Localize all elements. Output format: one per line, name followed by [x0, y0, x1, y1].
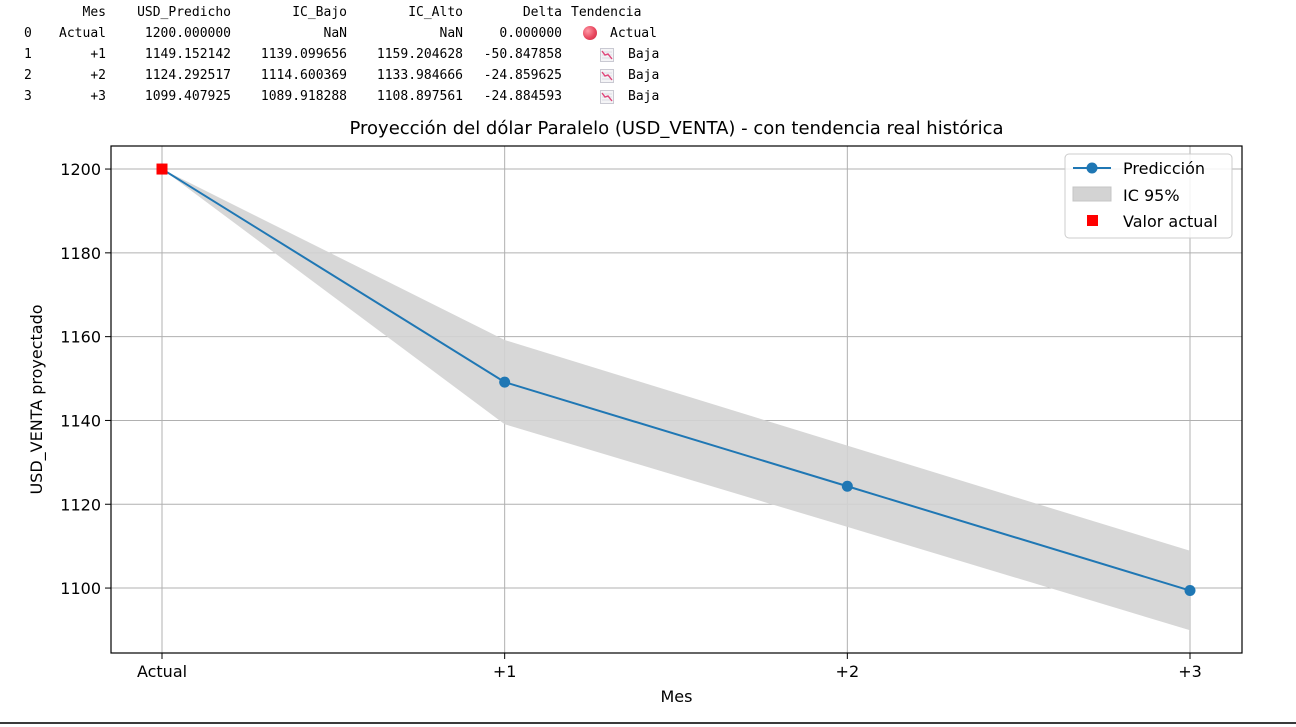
table-row: 0 Actual 1200.000000 NaN NaN 0.000000 Actual — [0, 23, 1296, 44]
row-index: 1 — [24, 47, 32, 62]
cell-ic-bajo: 1114.600369 — [260, 68, 347, 83]
cell-usd-predicho: 1149.152142 — [144, 47, 231, 62]
legend-square-icon — [1087, 215, 1098, 226]
x-tick-label: +3 — [1178, 662, 1202, 681]
axes-frame — [110, 145, 1243, 654]
cell-ic-alto: 1133.984666 — [376, 68, 463, 83]
legend — [1064, 153, 1233, 239]
cell-delta: -24.859625 — [483, 68, 562, 83]
y-tick-label: 1140 — [60, 411, 101, 430]
cell-ic-alto: 1108.897561 — [376, 89, 463, 104]
chart-decreasing-icon — [600, 90, 614, 104]
cell-ic-bajo: 1139.099656 — [260, 47, 347, 62]
column-header: Mes — [82, 5, 106, 20]
y-tick-label: 1120 — [60, 495, 101, 514]
cell-mes: +3 — [90, 89, 106, 104]
cell-ic-alto: 1159.204628 — [376, 47, 463, 62]
x-tick-label: Actual — [137, 662, 187, 681]
cell-ic-bajo: NaN — [323, 26, 347, 41]
cell-tendencia: Baja — [628, 89, 660, 104]
y-tick-label: 1200 — [60, 160, 101, 179]
column-header: Delta — [522, 5, 562, 20]
row-index: 2 — [24, 68, 32, 83]
column-header: Tendencia — [571, 5, 642, 20]
row-index: 3 — [24, 89, 32, 104]
cell-delta: -24.884593 — [483, 89, 562, 104]
chart-decreasing-icon — [600, 48, 614, 62]
x-axis-label: Mes — [661, 687, 693, 706]
cell-mes: Actual — [59, 26, 106, 41]
prediction-line — [161, 168, 1191, 592]
cell-mes: +1 — [90, 47, 106, 62]
cell-mes: +2 — [90, 68, 106, 83]
x-tick-label: +1 — [493, 662, 517, 681]
legend-label: Valor actual — [1123, 212, 1218, 231]
cell-usd-predicho: 1200.000000 — [144, 26, 231, 41]
column-header: IC_Alto — [408, 5, 463, 20]
y-tick-label: 1100 — [60, 579, 101, 598]
table-header: Mes USD_Predicho IC_Bajo IC_Alto Delta Tenden… — [0, 2, 1296, 23]
output-divider — [0, 722, 1296, 724]
chart-title: Proyección del dólar Paralelo (USD_VENTA… — [349, 118, 1003, 139]
cell-delta: 0.000000 — [499, 26, 562, 41]
prediction-point — [1184, 585, 1196, 597]
y-tick-label: 1180 — [60, 244, 101, 263]
legend-label: Predicción — [1123, 159, 1205, 178]
table-row: 1 +1 1149.152142 1139.099656 1159.204628 -50.… — [0, 44, 1296, 65]
table-row: 2 +2 1124.292517 1114.600369 1133.984666 -24.… — [0, 65, 1296, 86]
legend-band-icon — [1072, 186, 1112, 202]
chart-decreasing-icon — [600, 69, 614, 83]
red-circle-icon — [583, 26, 597, 40]
cell-tendencia: Baja — [628, 47, 660, 62]
cell-usd-predicho: 1099.407925 — [144, 89, 231, 104]
cell-tendencia: Baja — [628, 68, 660, 83]
cell-delta: -50.847858 — [483, 47, 562, 62]
y-axis-label: USD_VENTA proyectado — [27, 304, 47, 494]
table-row: 3 +3 1099.407925 1089.918288 1108.897561 -24.… — [0, 86, 1296, 107]
legend-marker-icon — [1086, 162, 1098, 174]
cell-ic-bajo: 1089.918288 — [260, 89, 347, 104]
y-tick-label: 1160 — [60, 328, 101, 347]
row-index: 0 — [24, 26, 32, 41]
prediction-point — [841, 480, 853, 492]
legend-box — [1064, 153, 1233, 239]
column-header: IC_Bajo — [292, 5, 347, 20]
cell-usd-predicho: 1124.292517 — [144, 68, 231, 83]
x-tick-label: +2 — [836, 662, 860, 681]
confidence-band — [162, 169, 1190, 631]
current-value-marker — [156, 163, 168, 175]
column-header: USD_Predicho — [137, 5, 231, 20]
legend-label: IC 95% — [1123, 186, 1180, 205]
prediction-point — [499, 376, 511, 388]
cell-tendencia: Actual — [610, 26, 657, 41]
cell-ic-alto: NaN — [439, 26, 463, 41]
